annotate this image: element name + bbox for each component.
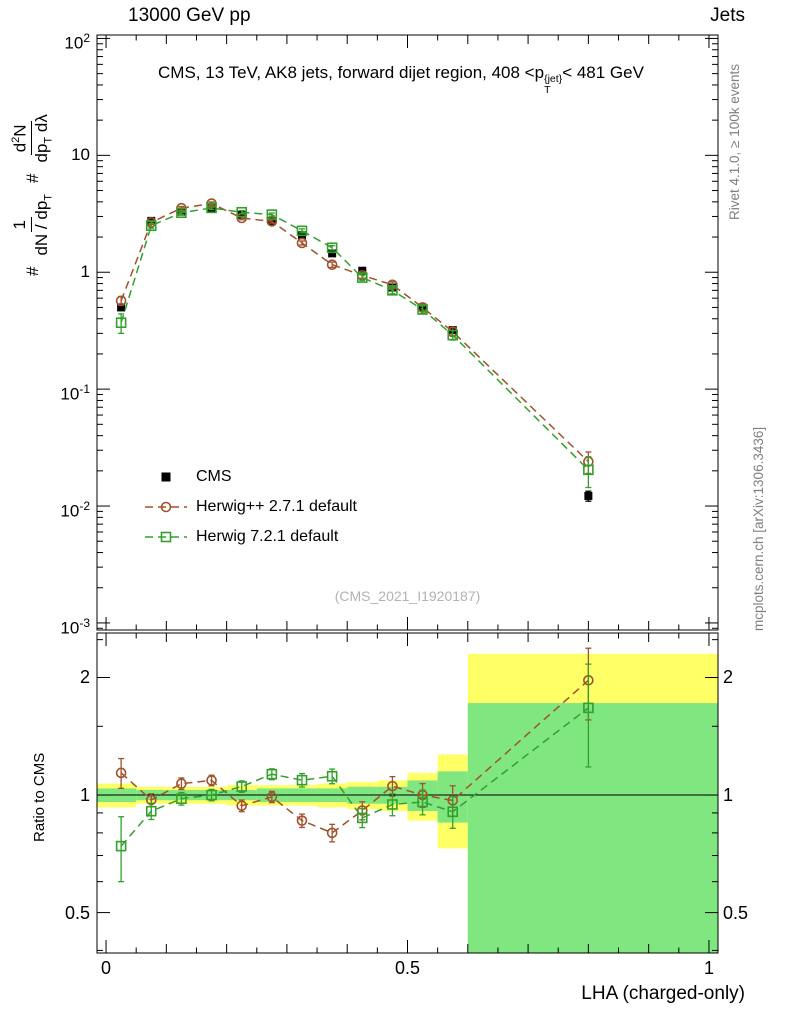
frac2-numerator: d2N [10, 121, 33, 156]
model-line-main [120, 202, 589, 463]
data-point [296, 237, 308, 249]
series-herwig-7-2-1-default [115, 202, 594, 883]
y-title-hash-1: # [22, 266, 42, 276]
legend-item-herwigpp: Herwig++ 2.7.1 default [196, 498, 357, 515]
model-line-main [120, 207, 589, 471]
legend-item-herwig7: Herwig 7.2.1 default [196, 528, 339, 545]
data-point [145, 805, 157, 817]
data-point [236, 800, 247, 812]
y-title-hash-2: # [22, 173, 42, 183]
pt-subscript: T [544, 84, 551, 97]
green-uncertainty-band [467, 703, 718, 953]
collision-energy-label: 13000 GeV pp [128, 5, 251, 26]
data-point [206, 202, 217, 214]
legend-marker [161, 472, 171, 482]
data-point [206, 789, 217, 801]
y-title-fraction-2: d2N dpT dλ [10, 112, 56, 164]
legend-marker [160, 501, 172, 513]
data-point [176, 778, 187, 789]
data-point [447, 329, 459, 341]
data-point [237, 210, 246, 219]
data-point [206, 775, 217, 786]
data-point [584, 491, 593, 500]
y-title-fraction-1: 1 dN / dpT [10, 192, 55, 258]
data-point [387, 780, 398, 792]
data-point [266, 209, 278, 220]
rivet-version-note: Rivet 4.1.0, ≥ 100k events [727, 64, 742, 220]
data-point [296, 225, 308, 237]
data-point [326, 827, 338, 839]
data-point [115, 317, 127, 329]
mcplots-attribution-note: mcplots.cern.ch [arXiv:1306.3436] [751, 426, 766, 631]
data-point [115, 840, 127, 852]
x-axis-title: LHA (charged-only) [581, 983, 745, 1004]
data-point [236, 781, 247, 792]
data-point [236, 206, 247, 218]
analysis-id-watermark: (CMS_2021_I1920187) [334, 588, 481, 604]
ratio-uncertainty-bands [97, 653, 718, 953]
data-point [356, 812, 368, 824]
data-point [583, 702, 594, 714]
plot-title-tail: < 481 GeV [562, 63, 644, 82]
data-point [417, 796, 428, 808]
data-point [176, 207, 187, 219]
data-point [387, 799, 398, 810]
legend-marker [160, 531, 172, 543]
data-point [447, 806, 459, 818]
legend-item-cms: CMS [196, 468, 232, 485]
data-point [387, 285, 398, 296]
data-point [266, 791, 278, 803]
legend-markers [145, 472, 187, 543]
data-point [326, 770, 338, 782]
main-panel-frame [96, 34, 719, 631]
ratio-axis-title: Ratio to CMS [31, 752, 48, 842]
data-point [328, 249, 337, 258]
data-point [417, 304, 428, 315]
data-point [115, 767, 127, 779]
plot-title-text: CMS, 13 TeV, AK8 jets, forward dijet reg… [158, 63, 545, 82]
data-point [296, 774, 308, 786]
series-cms [117, 203, 593, 502]
data-point [583, 464, 594, 476]
analysis-group-label: Jets [710, 5, 745, 26]
frac2-denominator: dpT dλ [32, 114, 55, 163]
frac1-numerator: 1 [10, 217, 32, 233]
data-point [326, 259, 338, 270]
pt-superscript: {jet} [544, 73, 563, 85]
axis-ticks [97, 35, 718, 953]
data-point [296, 815, 308, 826]
data-point [326, 242, 338, 254]
data-point [266, 768, 278, 780]
data-point [117, 303, 126, 312]
plot-title: CMS, 13 TeV, AK8 jets, forward dijet reg… [45, 63, 757, 96]
data-point [176, 793, 187, 804]
data-point [115, 295, 127, 307]
y-axis-title: # 1 dN / dpT # d2N dpT dλ [10, 112, 56, 276]
pt-supsub: {jet} T [544, 73, 563, 97]
data-point [356, 272, 368, 283]
frac1-denominator: dN / dpT [31, 193, 55, 256]
data-point [145, 220, 157, 232]
